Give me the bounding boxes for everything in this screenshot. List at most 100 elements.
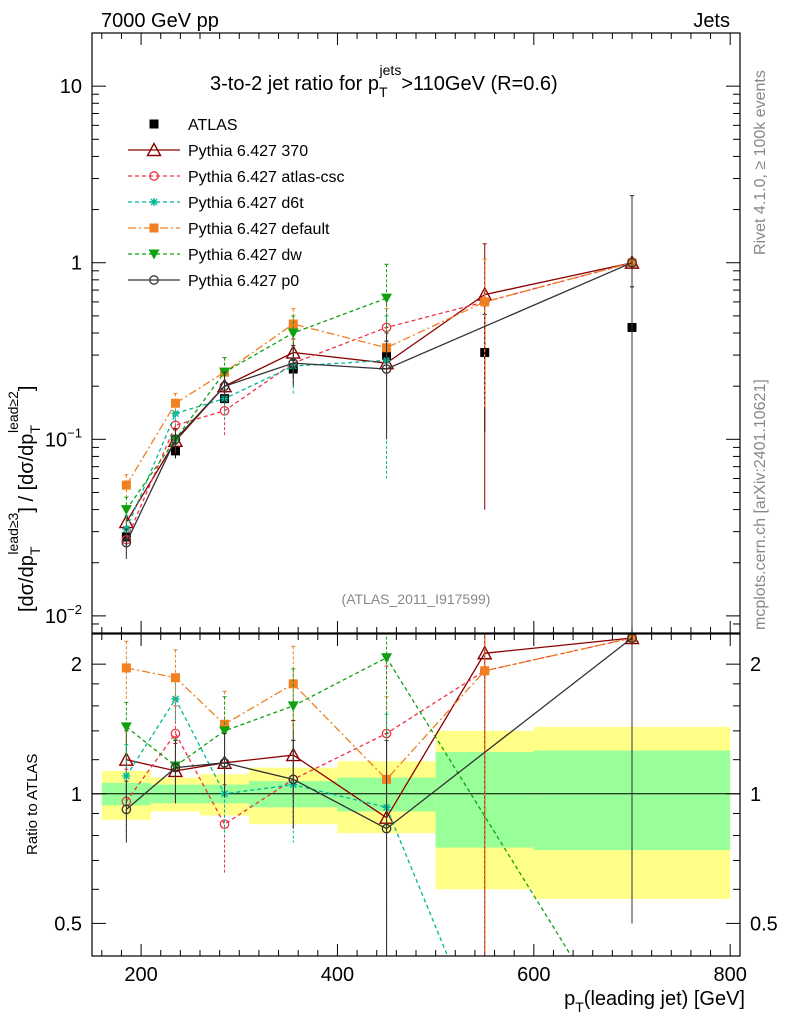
legend-marker-3 (150, 198, 158, 206)
ratio-point-4-2 (219, 726, 231, 737)
x-tick-label-0: 200 (124, 964, 157, 986)
legend-label-4: Pythia 6.427 default (188, 221, 330, 238)
main-series-6 (121, 195, 637, 633)
legend-item-1: Pythia 6.427 370 (128, 142, 308, 160)
ratio-point-5-3 (288, 774, 299, 785)
ym-tick-label-0: 10−2 (45, 602, 82, 628)
x-tick-label-1: 400 (321, 964, 354, 986)
legend-marker-2 (149, 171, 159, 181)
ratio-point-4-3 (287, 701, 299, 712)
ratio-point-3-1 (170, 673, 180, 683)
ratio-series-2 (122, 677, 449, 956)
y-label-part1: [dσ/dp (16, 555, 38, 612)
ratio-line-2 (125, 697, 449, 956)
y-label-sup2: lead≥2 (5, 391, 21, 433)
ratio-point-1-1 (170, 728, 181, 739)
analysis-watermark: (ATLAS_2011_I917599) (342, 591, 491, 607)
legend-item-4: Pythia 6.427 default (128, 221, 330, 238)
legend-item-3: Pythia 6.427 d6t (128, 195, 304, 212)
legend-item-6: Pythia 6.427 p0 (128, 273, 299, 290)
legend-label-6: Pythia 6.427 p0 (188, 273, 299, 290)
x-label-tail: (leading jet) [GeV] (584, 988, 745, 1010)
ratio-point-2-0 (122, 771, 131, 780)
legend-item-5: Pythia 6.427 dw (128, 247, 302, 264)
legend-marker-1 (146, 142, 162, 157)
y-label-part2: ] / [dσ/dp (16, 434, 38, 513)
ym-tick-label-1: 10−1 (45, 425, 82, 451)
main-point-6-0 (121, 537, 132, 548)
legend-label-5: Pythia 6.427 dw (188, 247, 302, 264)
main-point-6-5 (627, 257, 637, 268)
y-label-sub1: T (27, 546, 43, 555)
legend: ATLAS Pythia 6.427 370 Pythia 6.427 atlas-… (128, 117, 345, 290)
axes: 200 400 600 800 10−2 10−1 1 10 0.5 0.5 1 1 2 2 (45, 32, 778, 986)
main-series-0 (121, 286, 637, 546)
ym-tick-label-3: 10 (60, 76, 82, 98)
legend-marker-6 (149, 275, 159, 285)
mcplots-label: mcplots.cern.ch [arXiv:2401.10621] (752, 379, 769, 630)
legend-label-1: Pythia 6.427 370 (188, 143, 308, 160)
header-right: Jets (693, 10, 730, 32)
ratio-point-3-5 (480, 666, 490, 676)
ratio-series-4 (120, 634, 573, 956)
ratio-line-4 (125, 656, 573, 956)
y-axis-label: [dσ/dpTlead≥3] / [dσ/dpTlead≥2] (5, 386, 43, 612)
legend-label-0: ATLAS (188, 117, 238, 134)
legend-item-2: Pythia 6.427 atlas-csc (128, 169, 345, 186)
main-point-4-3 (288, 319, 298, 329)
ratio-point-5-4 (381, 823, 392, 834)
legend-marker-5 (148, 249, 160, 260)
yr-tick-label-right-2: 2 (750, 654, 761, 676)
yr-tick-label-right-1: 1 (750, 784, 761, 806)
ratio-point-5-0 (121, 804, 132, 815)
ratio-point-3-0 (121, 663, 131, 673)
main-point-6-3 (288, 358, 299, 368)
chart-title-sub: T (379, 84, 388, 100)
ratio-point-2-1 (171, 695, 180, 704)
y-label-sub2: T (27, 425, 43, 434)
main-line-5 (125, 297, 387, 510)
ratio-plot-layer (118, 634, 640, 956)
chart-title: 3-to-2 jet ratio for pTjets>110GeV (R=0.… (210, 62, 558, 100)
ratio-y-axis-label: Ratio to ATLAS (24, 754, 41, 855)
ratio-point-5-1 (170, 762, 181, 773)
main-point-4-5 (480, 297, 490, 307)
ratio-point-4-0 (120, 722, 132, 733)
main-point-4-1 (170, 398, 180, 408)
legend-label-2: Pythia 6.427 atlas-csc (188, 169, 345, 186)
header-left: 7000 GeV pp (101, 10, 219, 32)
legend-marker-0 (149, 119, 159, 129)
x-tick-label-3: 800 (713, 964, 746, 986)
ratio-point-5-2 (219, 757, 230, 768)
chart-title-main: 3-to-2 jet ratio for p (210, 73, 379, 95)
main-point-4-0 (121, 480, 131, 490)
y-label-sup1: lead≥3 (5, 512, 21, 554)
main-point-5-4 (381, 293, 393, 304)
y-label-end: ] (16, 386, 38, 392)
legend-item-0: ATLAS (149, 117, 238, 134)
ym-tick-label-2: 1 (71, 253, 82, 275)
yr-tick-label-left-1: 1 (71, 784, 82, 806)
yr-tick-label-right-0: 0.5 (750, 913, 778, 935)
main-point-5-3 (287, 328, 299, 339)
main-point-6-1 (170, 434, 181, 445)
main-line-2 (125, 262, 633, 540)
ratio-series-5 (121, 634, 637, 956)
main-series-5 (120, 263, 393, 525)
ratio-point-3-3 (288, 679, 298, 689)
chart-title-sup: jets (379, 62, 402, 78)
main-point-5-0 (120, 505, 132, 516)
rivet-label: Rivet 4.1.0, ≥ 100k events (752, 70, 769, 255)
main-line-3 (125, 359, 387, 530)
x-label-sub: T (575, 999, 584, 1015)
main-plot-layer (118, 195, 640, 633)
ratio-line-5 (125, 637, 633, 830)
x-axis-label: pT(leading jet) [GeV] (564, 988, 745, 1015)
yr-tick-label-left-2: 2 (71, 654, 82, 676)
yr-tick-label-left-0: 0.5 (54, 913, 82, 935)
ratio-point-5-5 (627, 634, 637, 643)
legend-marker-4 (149, 223, 159, 233)
x-label-main: p (564, 988, 575, 1010)
chart-title-tail: >110GeV (R=0.6) (401, 73, 557, 95)
